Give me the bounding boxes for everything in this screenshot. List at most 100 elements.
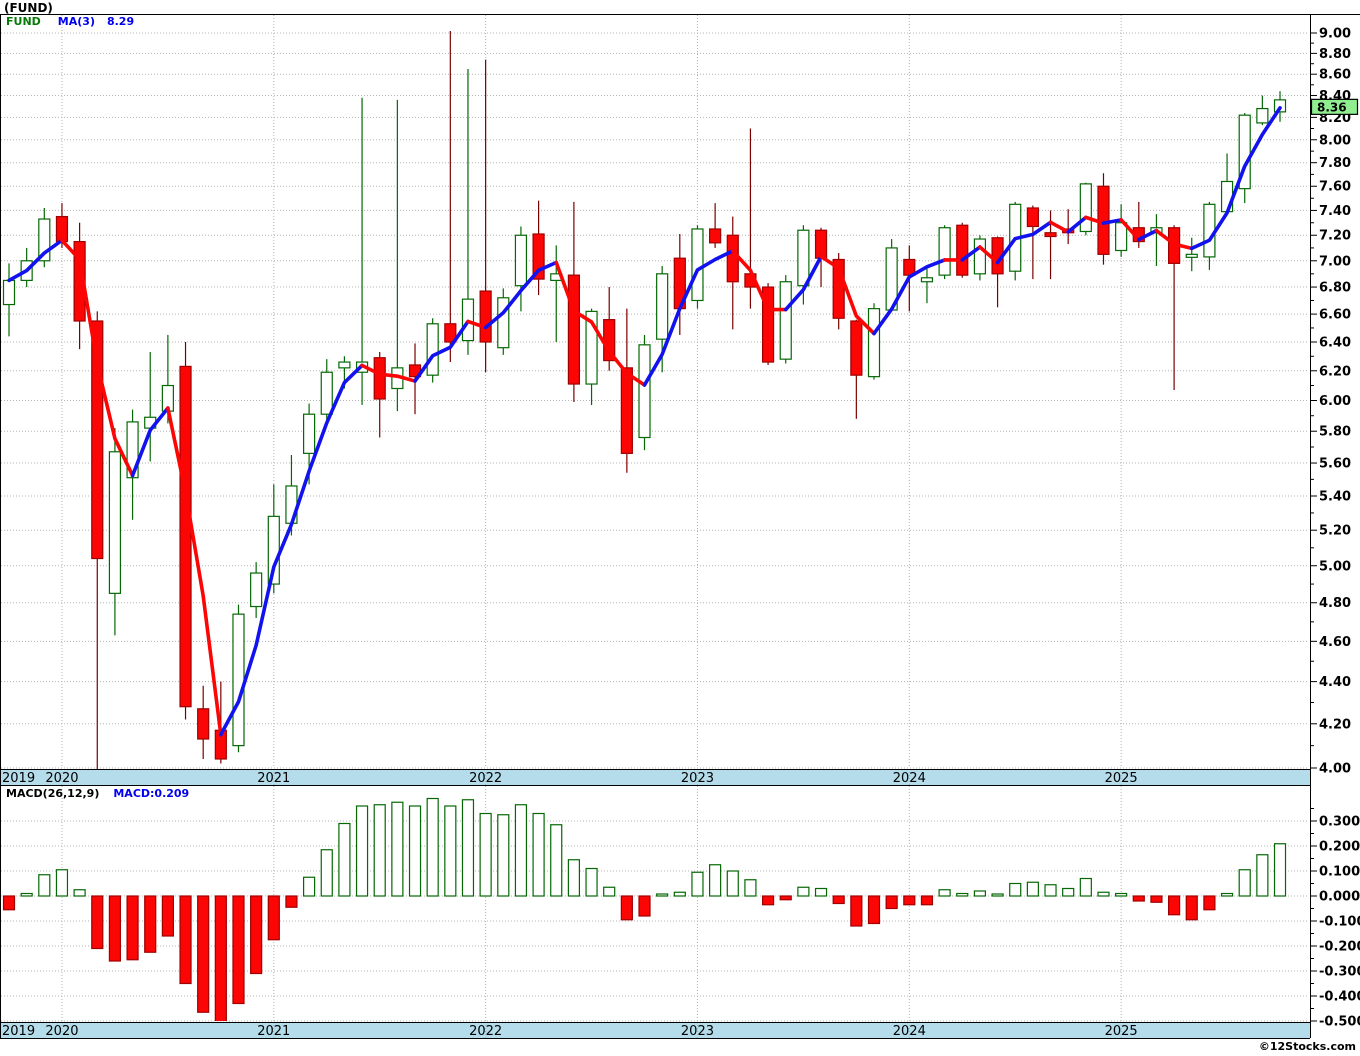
legend-ma-value: 8.29 [106,15,135,28]
macd-bar-2024-01 [903,895,916,906]
macd-bar-2021-04 [320,849,333,897]
macd-bar-2024-06 [991,893,1004,897]
macd-tick-label: -0.300 [1319,965,1360,980]
macd-tick-label: -0.100 [1319,915,1360,930]
price-tick-label: 6.40 [1319,336,1351,351]
price-tick-label: 7.20 [1319,229,1351,244]
candle-2023-05 [761,286,775,363]
candle-2024-03 [938,227,951,276]
macd-axis: 0.300 0.200 0.100 0.000 -0.100 -0.200 -0.300 -0… [1310,808,1360,1030]
macd-bar-2021-05 [338,822,351,897]
macd-bar-2022-02 [497,814,510,897]
candle-2021-07 [373,357,386,400]
macd-bar-2021-11 [444,805,457,897]
macd-bar-2021-10 [426,797,439,897]
macd-bar-2022-01 [479,812,492,897]
macd-bar-2022-05 [550,824,563,897]
candle-2025-06 [1203,203,1216,258]
candle-2022-01 [479,290,492,343]
ma-falling-segment [1119,218,1141,242]
price-tick-label: 8.80 [1319,47,1351,62]
macd-bar-2021-12 [461,799,475,897]
year-label-2025: 2025 [1105,1024,1138,1039]
page-title: (FUND) [4,1,53,15]
ma-falling-segment [60,238,135,478]
ma-rising-segment [7,238,64,283]
macd-tick-label: 0.100 [1319,865,1360,880]
macd-bar-2024-08 [1026,881,1039,897]
ma-rising-segment [1189,106,1282,251]
macd-bar-2025-09 [1256,854,1269,897]
price-tick-label: 9.00 [1319,27,1351,42]
macd-bar-2021-09 [408,805,422,897]
macd-bar-2023-11 [867,895,881,925]
candle-2022-11 [656,273,669,340]
macd-bar-2020-02 [73,889,86,897]
ma-rising-segment [960,245,982,262]
macd-bar-2021-02 [285,895,298,908]
candle-2023-06 [779,281,792,360]
macd-tick-label: 0.000 [1319,890,1360,905]
candle-2025-01 [1115,222,1128,252]
price-tick-label: 4.60 [1319,635,1351,650]
candle-2025-10 [1273,99,1287,113]
macd-bar-2024-12 [1097,891,1110,897]
price-tick-label: 7.00 [1319,254,1351,269]
candle-2020-08 [179,365,192,708]
price-tick-label: 6.80 [1319,281,1351,296]
macd-bar-2025-03 [1150,895,1163,903]
macd-bar-2020-09 [197,895,210,1013]
candle-2022-03 [514,234,528,287]
candle-2021-11 [444,323,457,343]
ma-falling-segment [730,249,788,312]
ma-line [7,106,1282,737]
ma-rising-segment [483,260,559,330]
candle-2022-04 [532,233,545,280]
ma-falling-segment [1084,215,1106,225]
ma-rising-segment [1136,228,1159,242]
candle-2025-05 [1185,253,1198,258]
price-tick-label: 7.60 [1319,180,1351,195]
macd-bar-2021-07 [373,804,386,897]
macd-bar-2022-12 [673,891,686,897]
macd-tick-label: 0.300 [1319,815,1360,830]
macd-tick-label: -0.200 [1319,940,1360,955]
x-axis-strip-top [0,769,1310,785]
candle-2022-10 [638,344,651,439]
macd-bar-2024-04 [956,892,969,897]
macd-bar-2020-08 [179,895,192,985]
year-label-2025: 2025 [1105,771,1138,786]
macd-bar-2019-10 [2,895,16,911]
price-tick-label: 5.80 [1319,425,1351,440]
ma-falling-segment [978,245,1000,265]
price-tick-label: 5.20 [1319,524,1351,539]
ma-rising-segment [413,319,470,383]
candle-2023-02 [709,228,722,244]
year-label-2019: 2019 [2,1024,35,1039]
candle-2020-11 [232,613,245,747]
macd-tick-label: -0.500 [1319,1015,1360,1030]
candle-2023-09 [832,258,845,319]
candle-2025-08 [1238,114,1251,190]
macd-bar-2020-06 [144,895,157,953]
macd-bar-2021-03 [303,876,316,897]
price-tick-label: 4.80 [1319,596,1351,611]
price-gridlines [1,32,1309,769]
candle-2023-03 [726,234,739,283]
ma-rising-segment [995,220,1053,265]
ma-falling-segment [554,260,647,387]
x-axis-strips [0,769,1310,1038]
candle-2024-02 [920,277,934,283]
candle-2023-08 [814,229,828,259]
macd-bar-2021-06 [355,805,369,897]
price-tick-label: 4.40 [1319,675,1351,690]
candle-2020-12 [250,572,263,608]
macd-bar-2020-05 [126,895,139,961]
price-tick-label: 8.00 [1319,133,1351,148]
x-axis-strip-bottom [0,1022,1310,1038]
price-tick-label: 7.80 [1319,156,1351,171]
macd-bar-2023-08 [814,887,828,897]
macd-bar-2022-06 [567,859,580,897]
macd-bars [2,797,1287,1021]
